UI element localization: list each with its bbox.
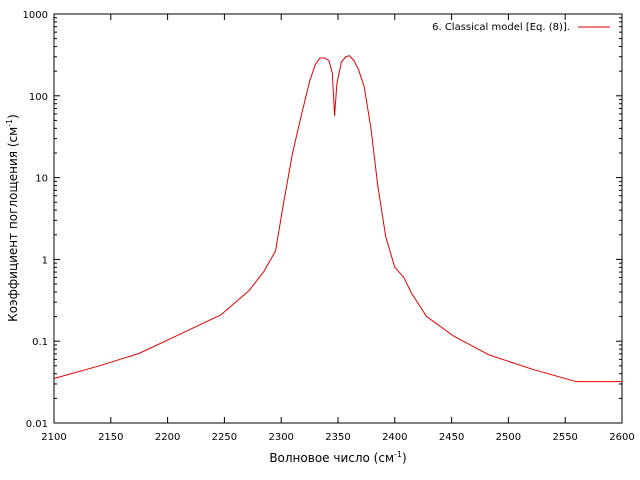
x-tick-label: 2350 (325, 432, 350, 443)
y-axis: 0.01 0.1 1 10 100 1000 (23, 10, 622, 430)
x-tick-label: 2450 (439, 432, 464, 443)
y-tick-label: 1 (42, 255, 48, 266)
y-tick-label: 1000 (23, 10, 48, 21)
x-tick-label: 2300 (268, 432, 293, 443)
y-axis-title: Коэффициент поглощения (см-1) (5, 114, 20, 322)
x-tick-label: 2400 (382, 432, 407, 443)
y-tick-label: 100 (29, 92, 48, 103)
x-axis-title: Волновое число (см-1) (269, 450, 406, 465)
series-line (53, 55, 622, 383)
legend: 6. Classical model [Eq. (8)]. (432, 22, 610, 33)
x-tick-label: 2200 (155, 432, 180, 443)
legend-label: 6. Classical model [Eq. (8)]. (432, 22, 570, 33)
y-tick-label: 10 (35, 174, 48, 185)
x-tick-label: 2600 (609, 432, 634, 443)
x-axis: 2100 2150 2200 2250 2300 2350 2400 2450 2500 2550… (41, 14, 635, 443)
y-tick-label: 0.01 (26, 419, 48, 430)
y-tick-label: 0.1 (32, 337, 48, 348)
x-tick-label: 2250 (212, 432, 237, 443)
x-tick-label: 2500 (496, 432, 521, 443)
x-tick-label: 2100 (41, 432, 66, 443)
x-tick-label: 2550 (552, 432, 577, 443)
series-layer (53, 55, 622, 383)
x-tick-label: 2150 (98, 432, 123, 443)
plot-frame (53, 13, 623, 424)
